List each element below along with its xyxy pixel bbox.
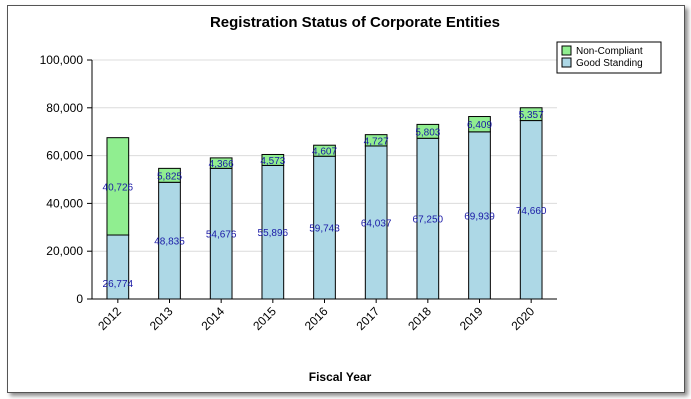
legend-label: Non-Compliant	[576, 46, 643, 57]
data-label-non-compliant: 4,573	[260, 156, 285, 167]
x-tick-label: 2015	[250, 304, 279, 333]
data-label-good-standing: 26,774	[103, 279, 134, 290]
bar-non-compliant	[364, 134, 388, 147]
data-label-good-standing: 64,037	[361, 218, 392, 229]
data-label-non-compliant: 40,726	[103, 182, 134, 193]
data-label-non-compliant: 6,409	[467, 120, 492, 131]
x-tick-label: 2019	[457, 304, 486, 333]
x-tick-label: 2018	[405, 304, 434, 333]
legend-label: Good Standing	[576, 58, 643, 69]
bar-non-compliant	[106, 137, 130, 236]
data-label-good-standing: 55,896	[258, 228, 289, 239]
bar-non-compliant	[313, 144, 336, 157]
y-tick-label: 40,000	[46, 196, 83, 210]
x-tick-label: 2012	[95, 304, 124, 333]
data-label-non-compliant: 4,727	[364, 136, 389, 147]
data-label-non-compliant: 5,803	[415, 127, 440, 138]
legend-box	[556, 41, 662, 74]
data-label-non-compliant: 5,825	[157, 171, 182, 182]
y-tick-label: 100,000	[40, 53, 84, 67]
bar-non-compliant	[209, 157, 233, 169]
data-label-good-standing: 59,743	[309, 224, 340, 235]
chart-title: Registration Status of Corporate Entitie…	[210, 14, 500, 31]
bar-non-compliant	[519, 107, 543, 122]
y-tick-label: 20,000	[46, 244, 83, 258]
x-axis-title: Fiscal Year	[309, 370, 372, 384]
legend-swatch	[561, 45, 572, 56]
data-label-good-standing: 54,676	[206, 230, 237, 241]
data-label-good-standing: 74,660	[516, 206, 547, 217]
y-tick-label: 80,000	[46, 101, 83, 115]
data-label-good-standing: 69,939	[464, 211, 495, 222]
bar-non-compliant	[261, 153, 285, 166]
x-tick-label: 2017	[354, 304, 383, 333]
data-label-good-standing: 67,250	[413, 215, 444, 226]
data-label-non-compliant: 4,607	[312, 147, 337, 158]
data-label-good-standing: 48,835	[154, 237, 185, 248]
y-tick-label: 60,000	[46, 149, 83, 163]
data-label-non-compliant: 5,357	[519, 110, 544, 121]
stacked-bar-chart: Registration Status of Corporate Entitie…	[40, 14, 662, 384]
x-tick-label: 2020	[509, 304, 538, 333]
bar-non-compliant	[468, 116, 491, 133]
legend-swatch	[561, 57, 572, 68]
data-label-non-compliant: 4,366	[209, 159, 234, 170]
x-tick-label: 2016	[302, 304, 331, 333]
bar-non-compliant	[158, 167, 181, 183]
bar-non-compliant	[416, 123, 440, 139]
plot-area: 0 20,000 40,000 60,000 80,000 100,000 26,774 40…	[40, 53, 557, 333]
x-tick-label: 2014	[199, 304, 228, 333]
y-tick-label: 0	[76, 292, 83, 306]
chart-frame: Registration Status of Corporate Entitie…	[7, 5, 685, 393]
x-tick-label: 2013	[147, 304, 176, 333]
